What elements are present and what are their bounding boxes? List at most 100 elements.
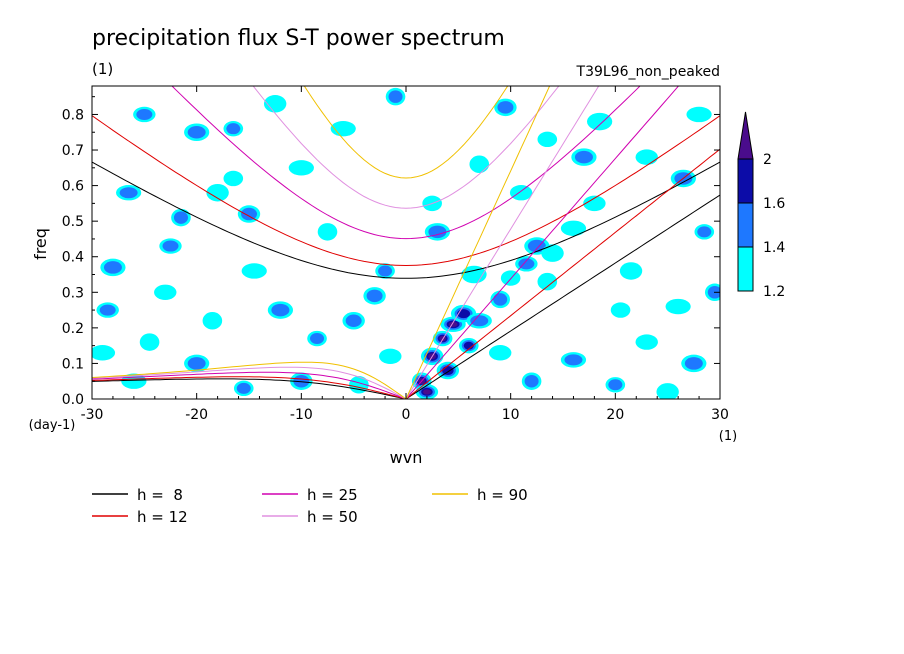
contour-blob [92,345,116,361]
y-axis: 0.0 0.1 0.2 0.3 0.4 0.5 0.6 0.7 0.8 [62,96,720,408]
chart-subtitle-left: (1) [92,60,113,78]
y-tick-label: 0.6 [62,179,84,195]
dispersion-curves [92,86,720,399]
colorbar-swatch [737,202,754,248]
contour-blob [442,366,454,376]
y-tick-label: 0.0 [62,392,84,408]
contour-blob [469,155,490,173]
contour-blob [587,112,613,131]
colorbar-swatch [737,158,754,204]
x-tick-label: 30 [711,407,729,423]
gravity-wave-curve [92,115,720,267]
chart-subtitle-right: T39L96_non_peaked [576,64,720,80]
contour-blob [139,333,160,351]
contour-blob [635,334,658,350]
contour-blob [187,357,206,370]
contour-blob [684,357,703,370]
kelvin-wave-curve [405,86,551,399]
colorbar-label: 1.6 [763,196,785,212]
x-tick-label: -10 [290,407,313,423]
contour-blob [345,314,362,327]
contour-blob [524,374,539,388]
legend-label: h = 90 [477,486,528,504]
kelvin-wave-curve [405,148,720,399]
y-axis-unit: (day-1) [29,418,76,433]
gravity-wave-curve [171,86,641,240]
legend-label: h = 50 [307,508,358,526]
colorbar-label: 2 [763,152,772,168]
contour-blob [136,108,153,120]
contour-blob [388,90,403,103]
contour-blob [349,376,369,394]
contour-blob [428,225,447,239]
contour-blob [470,315,489,327]
x-tick-label: -20 [185,407,208,423]
x-tick-label: 10 [502,407,520,423]
contour-blob [241,263,267,279]
rossby-wave-curve [92,361,407,399]
contour-blob [665,298,691,315]
contour-blob [707,286,720,299]
contour-blob [288,160,314,176]
chart-title: precipitation flux S-T power spectrum [92,26,505,51]
contour-blob [310,333,325,345]
contour-blob [686,106,712,123]
contour-blob [187,125,206,139]
x-axis: -30 -20 -10 0 10 20 30 [81,86,729,423]
contour-blob [154,284,177,300]
contour-blob [162,240,179,252]
contour-blob [293,374,310,388]
x-tick-label: 0 [402,407,411,423]
kelvin-wave-curve [405,86,680,399]
contour-blob [378,265,393,277]
contour-blob [423,389,431,395]
y-tick-label: 0.4 [62,250,84,266]
kelvin-wave-curve [405,194,720,399]
contour-blob [263,95,287,113]
contour-blob [574,150,593,164]
contour-blob [697,226,712,238]
legend-label: h = 12 [137,508,188,526]
contour-blob [317,223,338,241]
contour-blob [560,220,587,236]
x-tick-label: 20 [606,407,624,423]
legend: h = 8 h = 12 h = 25 h = 50 h = 90 [92,486,528,526]
y-tick-label: 0.1 [62,356,84,372]
x-axis-label: wvn [390,448,423,467]
contour-blob [537,131,558,148]
contour-blob [379,348,402,365]
contour-blob [206,183,229,202]
contour-blob [541,244,564,262]
contour-blob [236,382,251,394]
rossby-wave-curve [92,371,407,399]
gravity-wave-curve [92,161,720,279]
colorbar-label: 1.2 [763,284,785,300]
contour-blob [509,185,533,201]
contour-blob [173,211,188,224]
colorbar-swatch [737,246,754,292]
contour-blob [497,101,514,114]
gravity-wave-curve [252,86,560,209]
contour-blob [103,261,122,274]
x-axis-unit: (1) [719,429,737,444]
y-tick-label: 0.2 [62,321,84,337]
contour-blob [583,195,606,212]
y-tick-label: 0.7 [62,143,84,159]
contour-blob [500,270,521,286]
contour-blob [366,289,383,303]
contour-blob [330,120,356,137]
contour-blob [518,258,535,270]
contour-blob [202,312,223,330]
x-tick-label: -30 [81,407,104,423]
colorbar-triangle [737,111,754,160]
contour-blob [226,123,241,135]
contour-blob [635,149,658,165]
contour-blob [656,383,679,399]
contour-blob [119,187,138,199]
contour-blob [537,272,558,291]
rossby-wave-curve [92,366,407,399]
colorbar-label: 1.4 [763,240,785,256]
y-tick-label: 0.5 [62,214,84,230]
y-axis-label: freq [31,228,50,260]
